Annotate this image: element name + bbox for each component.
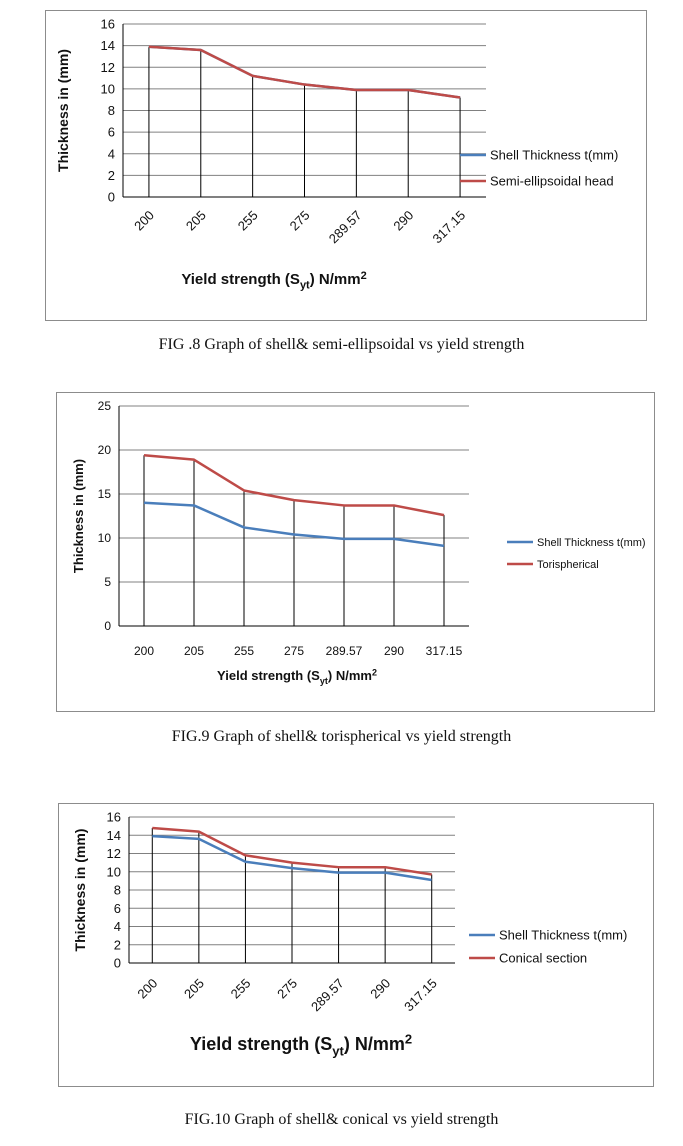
- series-line-shell-thickness: [143, 501, 445, 548]
- y-tick-label: 12: [101, 60, 115, 75]
- x-axis-label: Yield strength (Syt) N/mm2: [190, 1032, 412, 1059]
- figure-8-chart: 0 2 4 6 8 10 12 14 16 200 205 255 275 289.57 290 317.15…: [45, 10, 647, 321]
- legend-label: Shell Thickness t(mm): [537, 537, 646, 549]
- series-line-head-thickness: [152, 826, 432, 876]
- figure-9-chart: 0 5 10 15 20 25 200 205 255 275 289.57 290 317.15 Thi…: [56, 392, 655, 712]
- figure-10-chart: 0 2 4 6 8 10 12 14 16 200 205 255 275 289.57 290 317.15…: [58, 803, 654, 1087]
- x-axis-label-unit: ) N/mm: [328, 668, 372, 683]
- series-line-head-thickness: [143, 454, 445, 517]
- legend-label: Torispherical: [537, 559, 599, 571]
- x-tick-label: 255: [228, 976, 254, 1002]
- x-axis-label-subscript: yt: [300, 280, 310, 292]
- y-tick-label: 0: [104, 619, 111, 633]
- y-tick-label: 12: [107, 846, 121, 861]
- x-tick-label: 205: [183, 208, 209, 234]
- x-tick-label: 205: [181, 976, 207, 1002]
- x-axis-label: Yield strength (Syt) N/mm2: [181, 270, 366, 292]
- y-tick-label: 8: [114, 883, 121, 898]
- y-tick-label: 5: [104, 575, 111, 589]
- y-tick-label: 10: [107, 864, 121, 879]
- y-tick-label: 25: [98, 399, 112, 413]
- x-axis-label-superscript: 2: [405, 1032, 412, 1047]
- x-tick-label: 317.15: [429, 208, 468, 247]
- x-tick-label: 255: [235, 208, 261, 234]
- x-axis-label-text: Yield strength (S: [181, 271, 300, 288]
- y-tick-label: 14: [101, 38, 115, 53]
- x-axis-label-text: Yield strength (S: [190, 1034, 332, 1054]
- x-axis-label-subscript: yt: [320, 676, 328, 686]
- figure-8-caption: FIG .8 Graph of shell& semi-ellipsoidal …: [158, 336, 525, 353]
- x-tick-label: 275: [287, 208, 313, 234]
- x-tick-label: 290: [384, 644, 404, 658]
- x-tick-label: 200: [131, 208, 157, 234]
- x-tick-label: 317.15: [401, 976, 440, 1015]
- y-axis-label: Thickness in (mm): [72, 829, 88, 952]
- figure-9-svg: 0 5 10 15 20 25 200 205 255 275 289.57 290 317.15 Thi…: [71, 399, 646, 686]
- y-tick-label: 0: [114, 956, 121, 971]
- y-tick-label: 10: [98, 531, 112, 545]
- x-axis-label: Yield strength (Syt) N/mm2: [217, 667, 377, 685]
- legend-label: Shell Thickness t(mm): [499, 928, 627, 943]
- y-axis-label: Thickness in (mm): [55, 49, 71, 172]
- y-tick-label: 0: [108, 190, 115, 205]
- y-tick-label: 6: [108, 125, 115, 140]
- x-tick-label: 289.57: [326, 644, 363, 658]
- figure-8-svg: 0 2 4 6 8 10 12 14 16 200 205 255 275 289.57 290 317.15…: [55, 17, 618, 292]
- y-tick-label: 4: [108, 146, 115, 161]
- series-line-shell-thickness: [152, 834, 432, 882]
- x-axis-label-subscript: yt: [332, 1043, 344, 1058]
- x-tick-label: 317.15: [426, 644, 463, 658]
- y-tick-label: 15: [98, 487, 112, 501]
- x-tick-label: 290: [390, 208, 416, 234]
- y-tick-label: 8: [108, 103, 115, 118]
- figure-10-svg: 0 2 4 6 8 10 12 14 16 200 205 255 275 289.57 290 317.15…: [72, 810, 627, 1059]
- x-tick-label: 290: [367, 976, 393, 1002]
- x-axis-label-unit: ) N/mm: [310, 271, 361, 288]
- series-line-head-thickness: [148, 45, 461, 99]
- y-tick-label: 20: [98, 443, 112, 457]
- x-tick-label: 205: [184, 644, 204, 658]
- x-tick-label: 289.57: [308, 976, 347, 1015]
- x-tick-label: 255: [234, 644, 254, 658]
- x-tick-label: 200: [134, 644, 154, 658]
- x-tick-label: 200: [134, 976, 160, 1002]
- figure-9-caption: FIG.9 Graph of shell& torispherical vs y…: [171, 728, 512, 745]
- y-tick-label: 6: [114, 901, 121, 916]
- x-axis-label-superscript: 2: [361, 270, 367, 282]
- x-axis-label-text: Yield strength (S: [217, 668, 320, 683]
- x-axis-label-unit: ) N/mm: [344, 1034, 405, 1054]
- y-tick-label: 16: [101, 17, 115, 32]
- legend-label: Semi-ellipsoidal head: [490, 174, 614, 189]
- legend-label: Conical section: [499, 951, 587, 966]
- y-tick-label: 14: [107, 828, 121, 843]
- x-tick-label: 275: [274, 976, 300, 1002]
- legend-label: Shell Thickness t(mm): [490, 148, 618, 163]
- figure-10-caption: FIG.10 Graph of shell& conical vs yield …: [184, 1111, 499, 1128]
- y-tick-label: 16: [107, 810, 121, 825]
- y-tick-label: 10: [101, 81, 115, 96]
- x-tick-label: 275: [284, 644, 304, 658]
- y-tick-label: 4: [114, 919, 121, 934]
- x-axis-label-superscript: 2: [372, 667, 377, 677]
- x-tick-label: 289.57: [326, 208, 365, 247]
- y-tick-label: 2: [114, 937, 121, 952]
- y-tick-label: 2: [108, 168, 115, 183]
- y-axis-label: Thickness in (mm): [71, 459, 86, 573]
